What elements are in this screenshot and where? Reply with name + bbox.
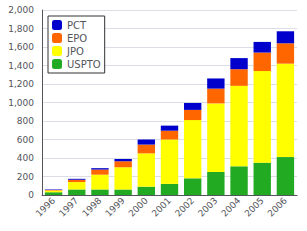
svg-text:2002: 2002 bbox=[173, 195, 196, 218]
svg-text:400: 400 bbox=[17, 153, 34, 163]
svg-text:2004: 2004 bbox=[219, 195, 242, 218]
svg-text:JPO: JPO bbox=[66, 46, 84, 57]
svg-text:2001: 2001 bbox=[150, 195, 173, 218]
svg-text:200: 200 bbox=[17, 172, 34, 182]
svg-text:EPO: EPO bbox=[67, 33, 87, 44]
svg-text:1999: 1999 bbox=[103, 195, 126, 218]
svg-text:2003: 2003 bbox=[196, 195, 219, 218]
svg-text:2006: 2006 bbox=[266, 195, 289, 218]
svg-text:2005: 2005 bbox=[243, 195, 266, 218]
svg-text:1997: 1997 bbox=[57, 195, 80, 218]
svg-text:1,800: 1,800 bbox=[8, 24, 34, 34]
svg-text:1,200: 1,200 bbox=[8, 79, 34, 89]
svg-text:1998: 1998 bbox=[80, 195, 103, 218]
svg-text:800: 800 bbox=[17, 116, 34, 126]
svg-text:1996: 1996 bbox=[34, 195, 57, 218]
svg-text:600: 600 bbox=[17, 135, 34, 145]
svg-text:1,000: 1,000 bbox=[8, 98, 34, 108]
svg-text:0: 0 bbox=[28, 190, 34, 200]
svg-text:2000: 2000 bbox=[127, 195, 150, 218]
svg-text:2,000: 2,000 bbox=[8, 5, 34, 15]
svg-text:PCT: PCT bbox=[67, 20, 87, 31]
svg-text:1,600: 1,600 bbox=[8, 42, 34, 52]
svg-text:1,400: 1,400 bbox=[8, 61, 34, 71]
svg-text:USPTO: USPTO bbox=[67, 59, 101, 70]
